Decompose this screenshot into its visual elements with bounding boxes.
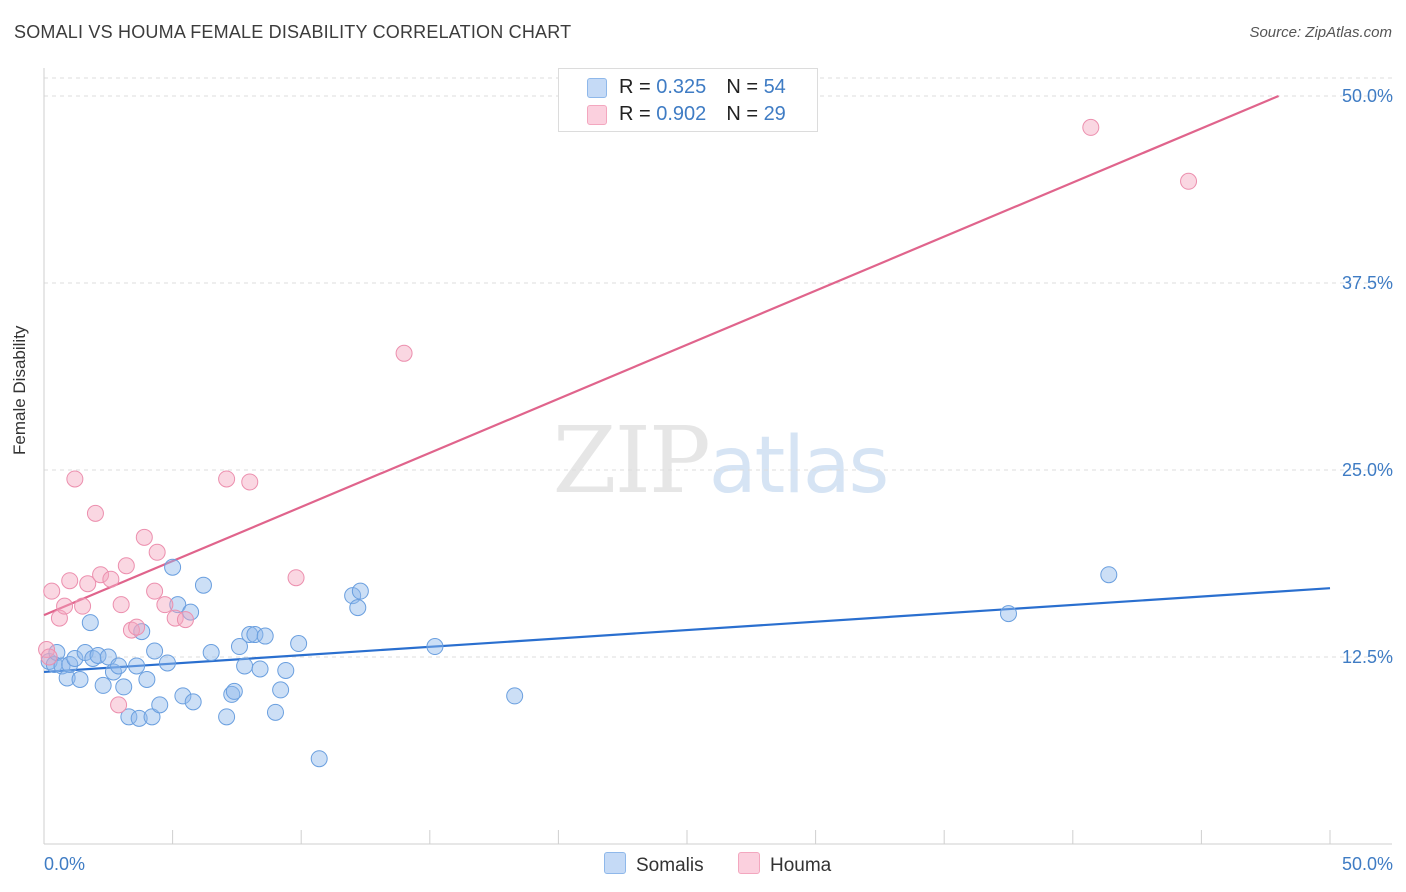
houma-point [241, 473, 259, 491]
houma-point [79, 575, 97, 593]
houma-point [61, 572, 79, 590]
somalis-point [290, 635, 308, 653]
houma-trend-line [43, 94, 1279, 617]
bottom-legend-houma: Houma [738, 852, 831, 877]
bottom-legend-swatch-somalis [604, 852, 626, 874]
legend-r-label: R = [619, 102, 651, 125]
somalis-point [130, 709, 148, 727]
houma-point [66, 470, 84, 488]
somalis-point [146, 642, 164, 660]
somalis-trend-line [43, 587, 1331, 674]
somalis-point [169, 596, 187, 614]
houma-point [102, 570, 120, 588]
houma-point [56, 597, 74, 615]
somalis-point [71, 670, 89, 688]
houma-point [86, 504, 104, 522]
legend-n-label: N = [726, 75, 758, 98]
somalis-point [349, 599, 367, 617]
somalis-point [266, 703, 284, 721]
somalis-point [230, 638, 248, 656]
somalis-point [164, 558, 182, 576]
legend-swatch-somalis [587, 78, 607, 98]
houma-point [218, 470, 236, 488]
somalis-point [202, 644, 220, 662]
houma-point [128, 618, 146, 636]
somalis-point [236, 657, 254, 675]
houma-point [146, 582, 164, 600]
houma-point [135, 528, 153, 546]
somalis-point [66, 649, 84, 667]
legend-row-somalis: R = 0.325 N = 54 [619, 75, 786, 99]
somalis-point [426, 638, 444, 656]
houma-point [1082, 118, 1100, 136]
somalis-point [251, 660, 269, 678]
somalis-point [272, 681, 290, 699]
x-tick-label: 0.0% [44, 854, 85, 874]
somalis-point [138, 670, 156, 688]
somalis-point [143, 708, 161, 726]
somalis-point [184, 693, 202, 711]
houma-point [43, 582, 61, 600]
somalis-point [128, 657, 146, 675]
somalis-point [115, 678, 133, 696]
somalis-point [277, 661, 295, 679]
somalis-point [174, 687, 192, 705]
houma-point [1180, 172, 1198, 190]
somalis-point [194, 576, 212, 594]
somalis-point [151, 696, 169, 714]
legend-n-somalis: 54 [763, 75, 786, 98]
houma-point [112, 596, 130, 614]
somalis-point [1000, 605, 1017, 623]
houma-point [395, 344, 413, 362]
houma-point [287, 569, 305, 587]
correlation-legend: R = 0.325 N = 54 R = 0.902 N = 29 [558, 68, 818, 132]
somalis-point [94, 676, 112, 694]
houma-point [148, 543, 166, 561]
y-tick-label: 12.5% [1342, 647, 1393, 667]
somalis-point [81, 614, 99, 632]
houma-point [117, 557, 135, 575]
somalis-point [1100, 566, 1118, 584]
legend-r-label: R = [619, 75, 651, 98]
bottom-legend-label-somalis: Somalis [636, 855, 704, 876]
houma-point [92, 566, 110, 584]
watermark: ZIPatlas [553, 407, 888, 514]
somalis-point [351, 582, 369, 600]
houma-point [176, 611, 194, 629]
legend-n-houma: 29 [763, 102, 786, 125]
legend-swatch-houma [587, 105, 607, 125]
legend-r-somalis: 0.325 [656, 75, 707, 98]
bottom-legend-label-houma: Houma [770, 855, 832, 876]
y-tick-label: 25.0% [1342, 460, 1393, 480]
bottom-legend-swatch-houma [738, 852, 760, 874]
somalis-point [218, 708, 236, 726]
somalis-point [310, 750, 328, 768]
somalis-point [225, 682, 243, 700]
x-tick-label: 50.0% [1342, 854, 1393, 874]
y-tick-label: 37.5% [1342, 273, 1393, 293]
somalis-point [256, 627, 274, 645]
legend-row-houma: R = 0.902 N = 29 [619, 102, 786, 126]
bottom-legend-somalis: Somalis [604, 852, 704, 877]
houma-point [40, 648, 58, 666]
houma-point [156, 596, 174, 614]
legend-n-label: N = [726, 102, 758, 125]
houma-point [110, 696, 128, 714]
somalis-point [158, 654, 176, 672]
somalis-point [506, 687, 524, 705]
legend-r-houma: 0.902 [656, 102, 707, 125]
chart-source: Source: ZipAtlas.com [1249, 24, 1392, 41]
somalis-point [110, 657, 128, 675]
chart-title: SOMALI VS HOUMA FEMALE DISABILITY CORREL… [14, 22, 572, 42]
somalis-point [223, 685, 241, 703]
y-tick-label: 50.0% [1342, 86, 1393, 106]
houma-point [74, 597, 92, 615]
houma-point [122, 621, 140, 639]
somalis-point [58, 669, 76, 687]
